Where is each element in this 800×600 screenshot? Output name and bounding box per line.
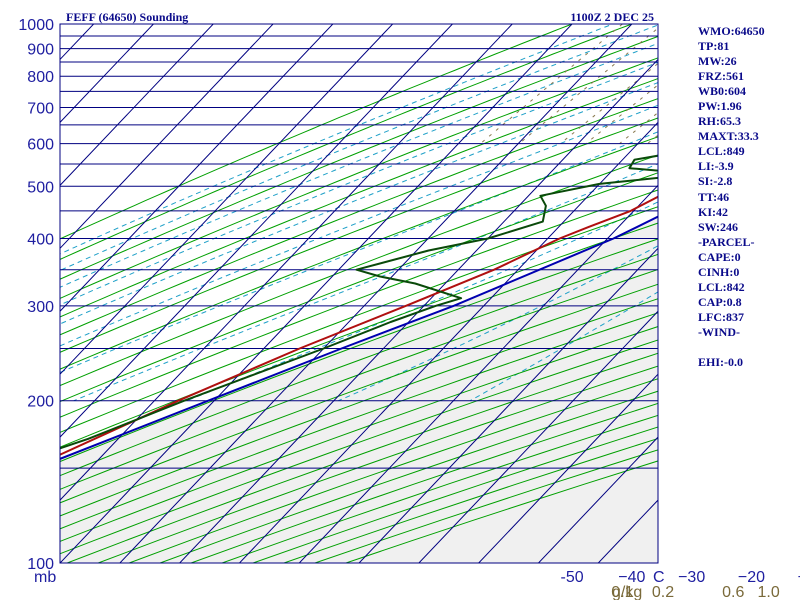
isotherm-line [119,24,633,563]
moist-adiabat-line [60,42,658,288]
index-item: PW:1.96 [698,99,742,114]
pressure-unit-label: mb [34,569,56,586]
moist-adiabat-line [60,104,658,347]
pressure-tick-label: 900 [27,42,54,59]
isotherm-line [60,24,155,124]
isotherm-line [60,24,274,250]
sounding-traces [60,154,658,460]
moist-adiabat-line [60,61,658,306]
mixing-ratio-line [585,84,658,144]
index-item: -PARCEL- [698,234,755,249]
dry-adiabat-line [60,24,574,240]
index-item: SI:-2.8 [698,174,733,189]
isotherm-line [537,436,658,563]
moist-adiabat-line [60,24,615,255]
index-item: CINH:0 [698,264,740,279]
index-item: WB0:604 [698,84,746,99]
moist-adiabats [60,24,658,402]
isotherm-line [477,373,658,563]
index-item: WMO:64650 [698,24,765,38]
pressure-tick-label: 300 [27,299,54,316]
dry-adiabat-line [60,35,658,280]
temperature-axis-labels: -50−40−30−20−10010203040 [560,569,800,586]
index-item: -WIND- [698,324,740,339]
index-item: CAP:0.8 [698,294,742,309]
dewpoint-trace [60,154,658,450]
isotherm-line [358,247,658,563]
temperature-unit-label: C [653,569,665,586]
dry-adiabat-line [60,98,658,336]
moist-adiabat-line [73,163,658,402]
index-item: TT:46 [698,189,730,204]
pressure-tick-label: 200 [27,394,54,411]
parcel-shading [60,216,658,563]
isotherm-line [60,24,214,187]
pressure-tick-label: 600 [27,137,54,154]
index-item: KI:42 [698,204,728,219]
index-item: SW:246 [698,219,739,234]
isotherm-line [60,24,454,438]
dry-adiabat-line [60,24,634,260]
index-item: CAPE:0 [698,249,741,264]
stability-indices-panel: WMO:64650 TP:81 MW:26 FRZ:561 WB0:604 PW:1.96… [698,24,798,370]
mixing-ratio-line [560,62,658,144]
isotherm-line [238,121,658,563]
isotherms [60,24,658,563]
pressure-tick-label: 800 [27,69,54,86]
plot-border [59,23,659,564]
parcel-trace [60,215,658,460]
pressure-tick-label: 400 [27,231,54,248]
isotherm-line [60,24,334,312]
pressure-tick-label: 1000 [18,17,54,34]
index-item: MAXT:33.3 [698,129,759,144]
parcel-area-shade [60,216,658,563]
pressure-axis-labels: 100 200 300 400 500 600 700 800 900 1000 [18,17,54,573]
index-item: LFC:837 [698,309,744,324]
index-item: MW:26 [698,54,737,69]
index-item: FRZ:561 [698,69,744,84]
temperature-tick-label: −40 [618,569,645,586]
index-item [698,340,798,355]
mixing-ratio-tick-label: 0.1 [611,584,633,600]
isotherm-line [60,24,573,563]
index-item: TP:81 [698,39,730,54]
pressure-tick-label: 500 [27,179,54,196]
station-title: FEFF (64650) Sounding [66,10,188,24]
pressure-tick-label: 700 [27,100,54,117]
mixing-ratio-lines [480,24,658,144]
mixing-ratio-labels: 0.10.20.61.02.03.05.010.020.040.0 [611,584,780,600]
pressure-tick-label: 100 [27,556,54,573]
mixing-ratio-line [518,27,658,144]
mixing-ratio-tick-label: 0.6 [722,584,744,600]
isotherm-line [60,24,513,501]
index-item: EHI:-0.0 [698,355,743,370]
moist-adiabat-line [60,131,658,374]
isotherm-line [298,184,658,563]
index-item: LCL:849 [698,144,745,159]
moist-adiabat-line [338,245,658,402]
sounding-time: 1100Z 2 DEC 25 [570,10,654,24]
index-item: LCL:842 [698,279,745,294]
isotherm-line [418,310,658,563]
index-item: RH:65.3 [698,114,741,129]
temperature-tick-label: −20 [738,569,765,586]
index-item: LI:-3.9 [698,159,734,174]
isotherm-line [60,24,394,375]
isotherm-line [178,58,658,563]
dry-adiabat-line [60,57,658,299]
temperature-tick-label: −10 [798,569,800,586]
mixing-ratio-tick-label: 0.2 [652,584,674,600]
moist-adiabat-line [60,24,658,272]
moist-adiabat-line [60,82,658,325]
temperature-tick-label: -50 [560,569,583,586]
mixing-ratio-tick-label: 1.0 [757,584,779,600]
dry-adiabat-line [60,78,658,318]
mixing-ratio-unit-label: g/kg [612,584,642,600]
temperature-tick-label: −30 [678,569,705,586]
